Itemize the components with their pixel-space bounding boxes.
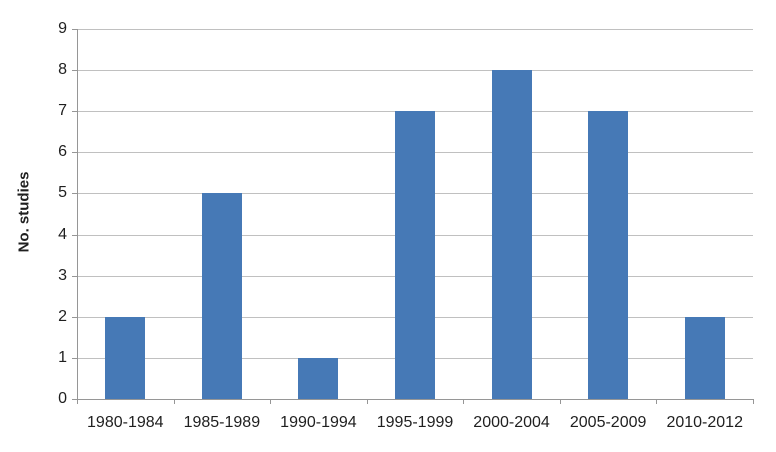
y-axis-line — [77, 29, 78, 404]
x-tick-label-2005-2009: 2005-2009 — [569, 414, 647, 431]
x-tick-7 — [753, 399, 754, 404]
x-tick-1 — [173, 399, 175, 404]
gridline-8 — [77, 70, 753, 72]
y-tick-5 — [72, 193, 77, 195]
y-tick-label-5: 5 — [58, 184, 67, 202]
x-tick-4 — [463, 399, 465, 404]
x-tick-label-1990-1994: 1990-1994 — [280, 414, 357, 431]
x-tick-label-1980-1984: 1980-1984 — [87, 414, 164, 431]
y-tick-2 — [72, 316, 77, 318]
y-tick-label-7: 7 — [58, 102, 67, 120]
x-tick-2 — [270, 399, 272, 404]
x-tick-label-1995-1999: 1995-1999 — [376, 414, 454, 431]
bar-1990-1994 — [298, 357, 339, 399]
y-tick-0 — [72, 399, 77, 400]
y-tick-1 — [72, 357, 77, 359]
y-tick-label-0: 0 — [58, 390, 67, 407]
bar-1985-1989 — [201, 193, 242, 399]
y-axis-title: No. studies — [15, 171, 33, 253]
x-tick-label-1985-1989: 1985-1989 — [183, 414, 261, 431]
x-tick-6 — [656, 399, 658, 404]
bar-2005-2009 — [588, 111, 629, 399]
x-tick-3 — [366, 399, 368, 404]
y-tick-label-2: 2 — [58, 307, 67, 325]
y-tick-6 — [72, 152, 77, 154]
x-axis-line — [77, 399, 753, 400]
y-tick-label-1: 1 — [58, 348, 67, 366]
y-tick-7 — [72, 111, 77, 113]
gridline-9 — [77, 29, 753, 30]
y-tick-label-6: 6 — [58, 143, 67, 161]
x-tick-0 — [77, 399, 78, 404]
bar-2000-2004 — [491, 70, 532, 399]
y-tick-label-4: 4 — [58, 225, 67, 243]
x-tick-5 — [559, 399, 561, 404]
y-tick-4 — [72, 234, 77, 236]
y-tick-label-8: 8 — [58, 61, 67, 79]
y-tick-label-9: 9 — [58, 20, 67, 37]
bar-2010-2012 — [684, 316, 725, 399]
x-tick-label-2000-2004: 2000-2004 — [473, 414, 550, 431]
y-tick-8 — [72, 70, 77, 72]
y-tick-9 — [72, 29, 77, 30]
y-tick-3 — [72, 275, 77, 277]
x-tick-label-2010-2012: 2010-2012 — [666, 414, 743, 431]
bar-1980-1984 — [105, 316, 146, 399]
bar-1995-1999 — [395, 111, 435, 399]
y-tick-label-3: 3 — [58, 266, 67, 284]
